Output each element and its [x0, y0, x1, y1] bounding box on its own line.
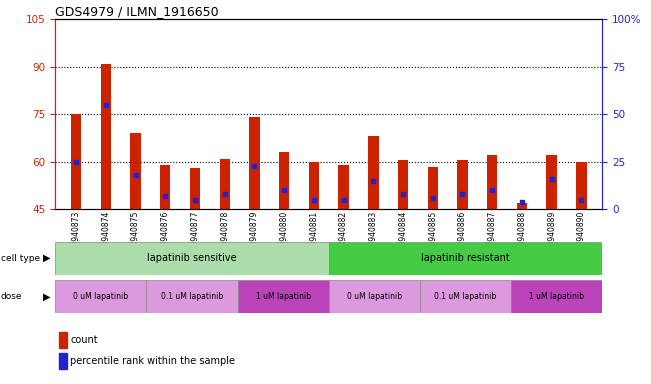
Bar [487, 156, 497, 209]
Bar [249, 118, 260, 209]
Bar [517, 203, 527, 209]
Bar [71, 114, 81, 209]
Text: dose: dose [1, 292, 22, 301]
Bar [55, 242, 329, 275]
Text: lapatinib sensitive: lapatinib sensitive [147, 253, 237, 263]
Text: cell type: cell type [1, 254, 40, 263]
Text: lapatinib resistant: lapatinib resistant [421, 253, 510, 263]
Bar [101, 64, 111, 209]
Text: 0.1 uM lapatinib: 0.1 uM lapatinib [161, 292, 223, 301]
Bar [546, 156, 557, 209]
Text: 1 uM lapatinib: 1 uM lapatinib [256, 292, 311, 301]
Bar [329, 242, 602, 275]
Bar [219, 159, 230, 209]
Bar [457, 160, 467, 209]
Text: ▶: ▶ [43, 253, 51, 263]
Text: 0.1 uM lapatinib: 0.1 uM lapatinib [434, 292, 497, 301]
Bar [420, 280, 511, 313]
Text: 0 uM lapatinib: 0 uM lapatinib [74, 292, 128, 301]
Text: percentile rank within the sample: percentile rank within the sample [70, 356, 235, 366]
Text: ▶: ▶ [43, 291, 51, 302]
Text: GDS4979 / ILMN_1916650: GDS4979 / ILMN_1916650 [55, 5, 219, 18]
Text: count: count [70, 335, 98, 345]
Bar [339, 165, 349, 209]
Bar [398, 160, 408, 209]
Bar [279, 152, 290, 209]
Bar [130, 133, 141, 209]
Bar [309, 162, 319, 209]
Bar [368, 136, 378, 209]
Bar [160, 165, 171, 209]
Bar [238, 280, 329, 313]
Bar [146, 280, 238, 313]
Bar [55, 280, 146, 313]
Bar [428, 167, 438, 209]
Text: 1 uM lapatinib: 1 uM lapatinib [529, 292, 584, 301]
Bar [511, 280, 602, 313]
Bar [576, 162, 587, 209]
Bar [329, 280, 420, 313]
Text: 0 uM lapatinib: 0 uM lapatinib [347, 292, 402, 301]
Bar [190, 168, 201, 209]
